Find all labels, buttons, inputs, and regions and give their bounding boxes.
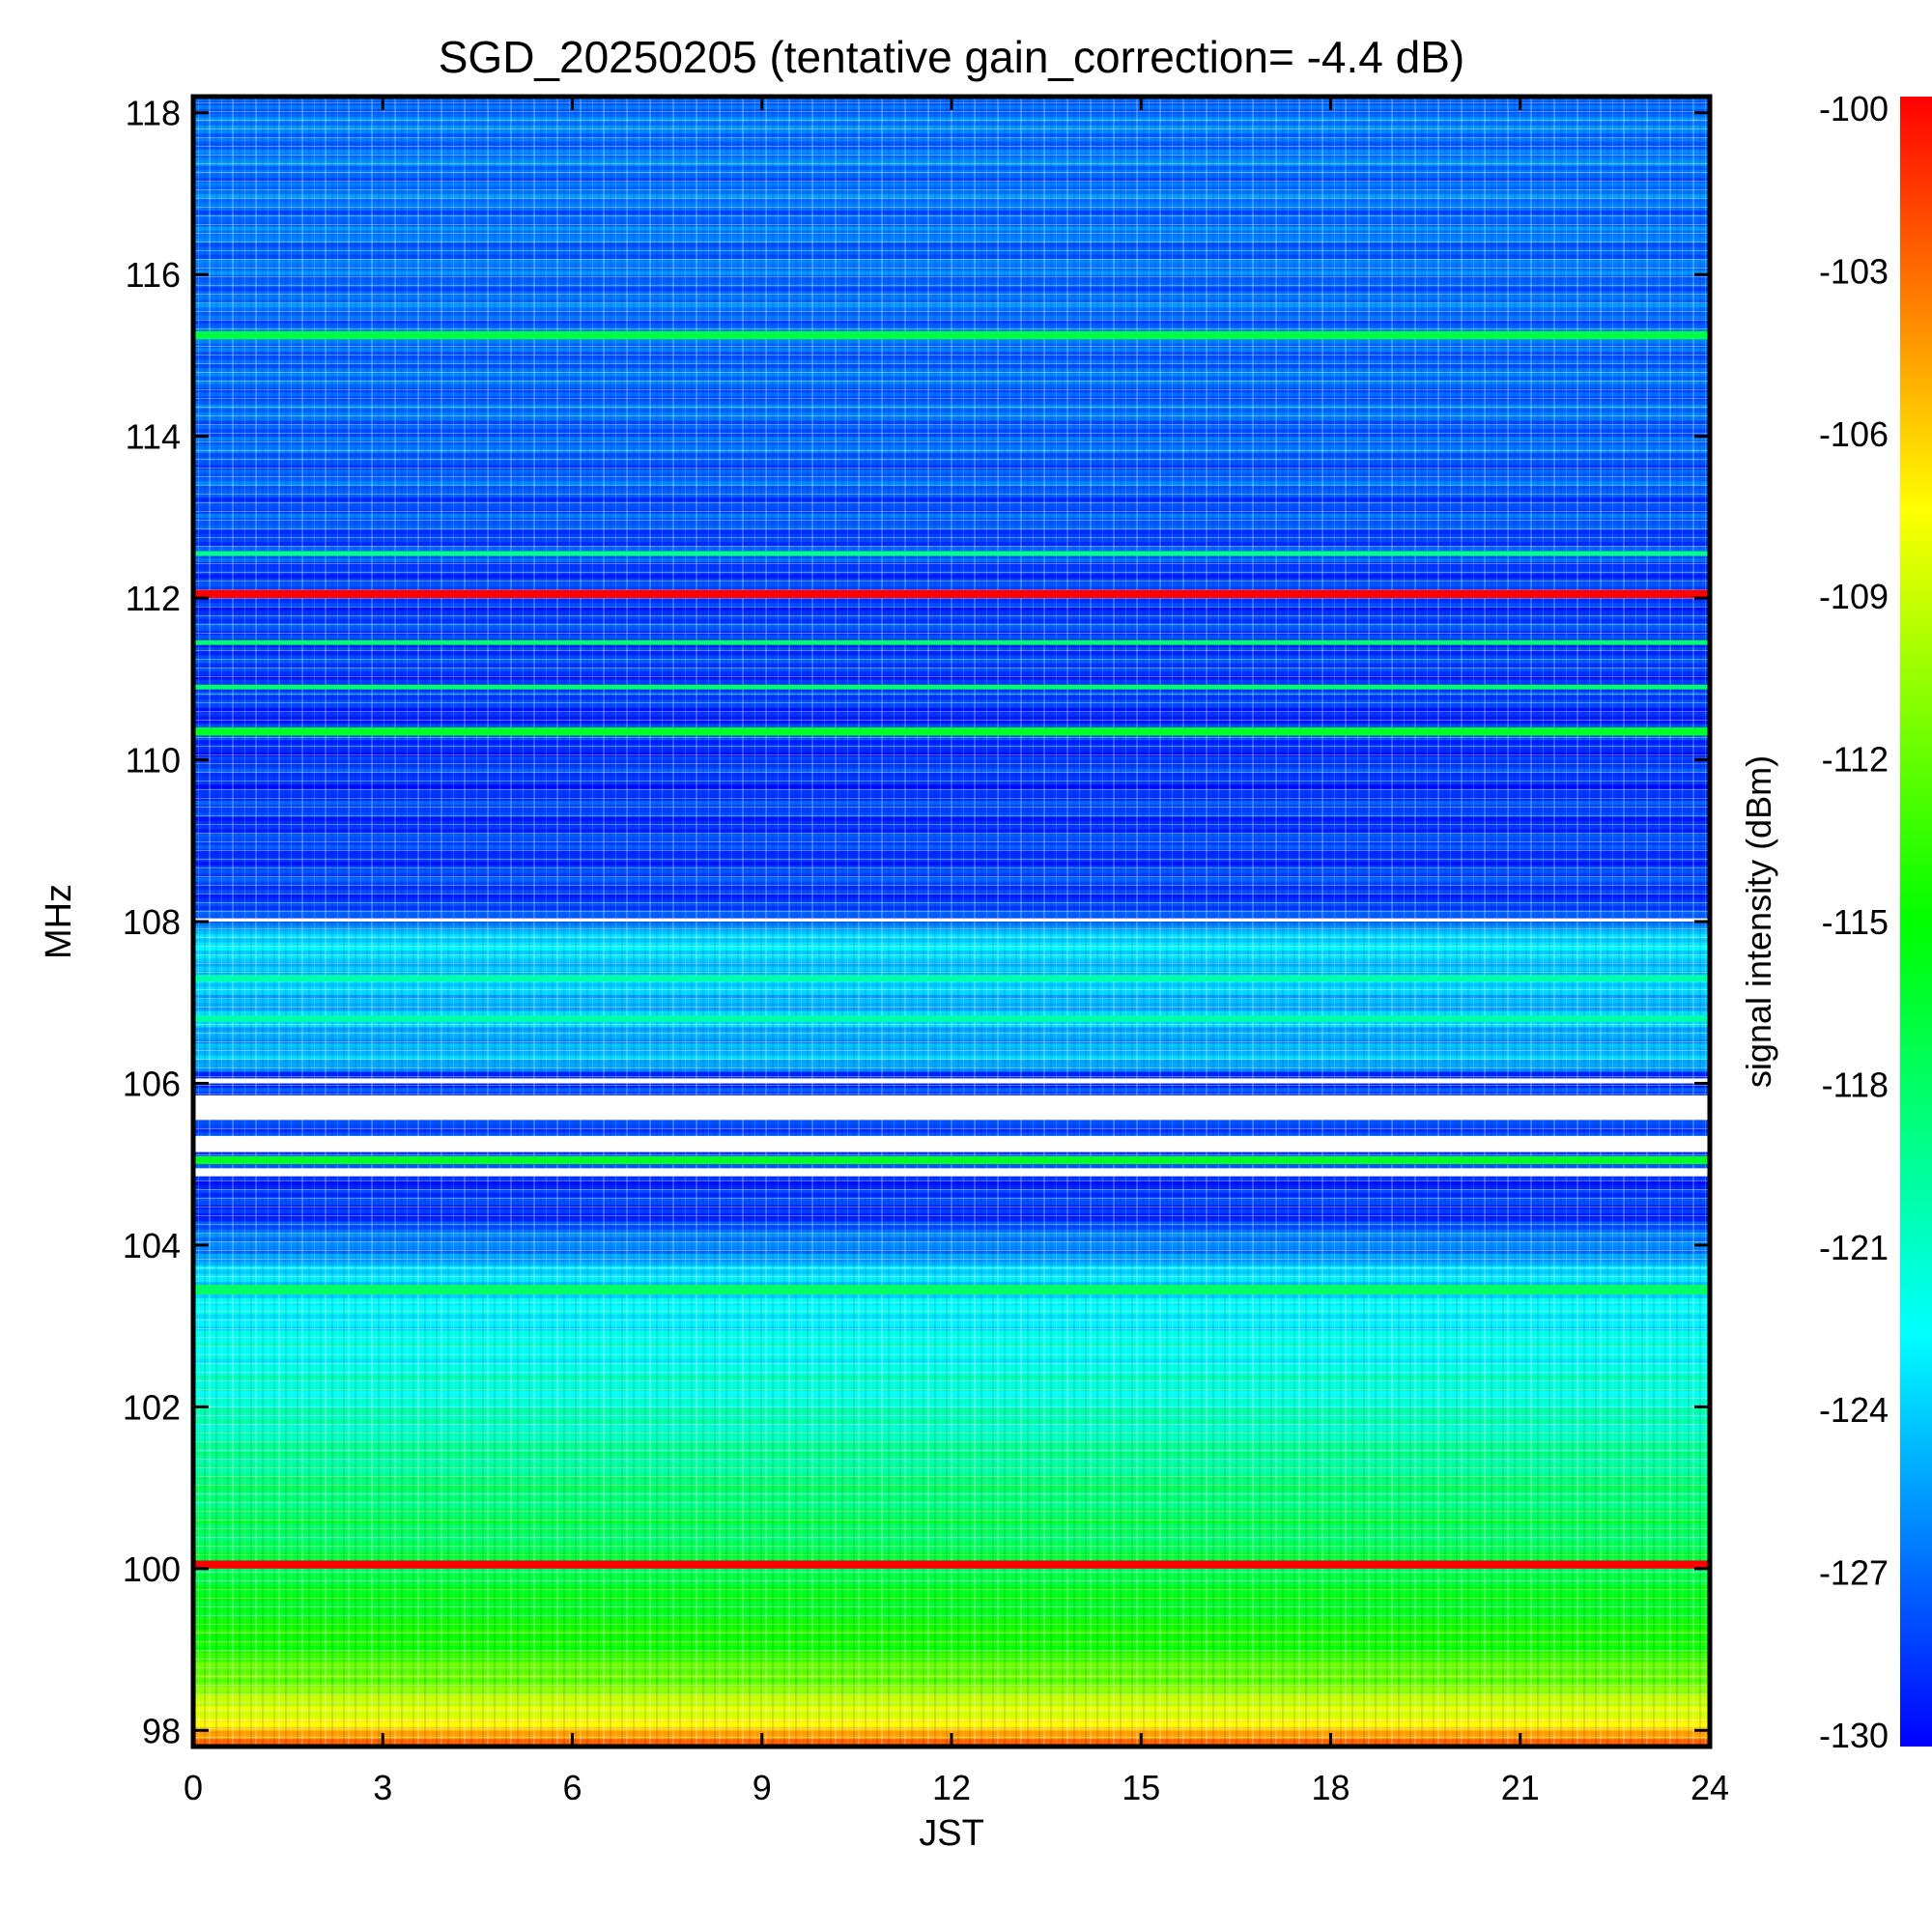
colorbar-ticks: -100 -103 -106 -109 -112 -115 -118 -121 -124 -127… [1819,89,1889,1755]
colorbar-tick-label: -109 [1819,577,1889,616]
y-tick-label: 100 [123,1549,181,1589]
y-tick-label: 102 [123,1387,181,1427]
x-tick-label: 6 [562,1768,582,1807]
y-tick-label: 112 [126,579,181,618]
signal-band [193,1155,1710,1165]
x-tick-label: 15 [1122,1768,1160,1807]
colorbar-tick-label: -130 [1819,1716,1889,1755]
y-tick-label: 104 [123,1226,181,1265]
colorbar-tick-label: -106 [1819,414,1889,454]
signal-band [193,684,1710,690]
signal-band [193,330,1710,340]
signal-band [193,975,1710,981]
y-axis-label: MHz [39,884,79,959]
no-data-band [193,1095,1710,1121]
colorbar-label: signal intensity (dBm) [1739,755,1778,1088]
colorbar-tick-label: -124 [1819,1390,1889,1430]
x-tick-label: 24 [1690,1768,1729,1807]
y-tick-label: 98 [142,1711,181,1750]
x-tick-label: 12 [932,1768,971,1807]
colorbar-tick-label: -112 [1822,740,1889,780]
signal-band [193,551,1710,556]
x-tick-label: 18 [1311,1768,1350,1807]
colorbar-tick-label: -115 [1822,902,1889,942]
x-tick-label: 0 [184,1768,203,1807]
colorbar-tick-label: -103 [1819,251,1889,291]
signal-band [193,1560,1710,1569]
y-tick-label: 108 [123,902,181,942]
signal-band [193,1284,1710,1294]
colorbar: -100 -103 -106 -109 -112 -115 -118 -121 -124 -127… [1739,89,1932,1755]
signal-band [193,727,1710,736]
no-data-band [193,918,1710,922]
y-tick-label: 114 [126,417,181,457]
plot-area [190,94,1713,1749]
no-data-band [193,1078,1710,1084]
x-tick-label: 21 [1501,1768,1540,1807]
x-tick-label: 3 [373,1768,392,1807]
colorbar-tick-label: -100 [1819,89,1889,128]
colorbar-tick-label: -118 [1822,1065,1889,1104]
x-tick-label: 9 [753,1768,772,1807]
signal-band [193,589,1710,599]
y-tick-label: 110 [126,741,181,781]
no-data-band [193,1135,1710,1152]
x-axis-ticks: 0 3 6 9 12 15 18 21 24 [184,97,1729,1807]
no-data-band [193,1168,1710,1177]
y-tick-label: 116 [126,255,181,295]
signal-band [193,639,1710,645]
y-axis-ticks: 118 116 114 112 110 108 106 104 102 100 98 [123,94,1710,1750]
x-axis-label: JST [919,1813,984,1854]
colorbar-gradient [1900,97,1932,1747]
chart-title: SGD_20250205 (tentative gain_correction=… [439,32,1465,82]
colorbar-tick-label: -127 [1819,1553,1889,1593]
colorbar-tick-label: -121 [1819,1228,1889,1267]
signal-bands [193,330,1710,1569]
y-tick-label: 106 [123,1064,181,1103]
y-tick-label: 118 [126,94,181,133]
signal-band [193,1015,1710,1022]
